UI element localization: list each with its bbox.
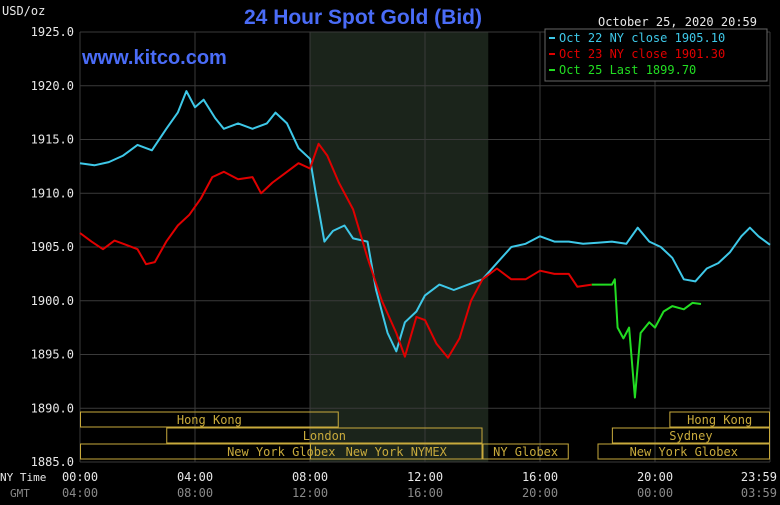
x-tick-label: 08:00 bbox=[292, 470, 328, 484]
y-tick-label: 1915.0 bbox=[31, 133, 74, 147]
session-box-outline bbox=[669, 411, 770, 428]
legend: Oct 22 NY close 1905.10 Oct 23 NY close … bbox=[544, 28, 768, 82]
session-box: Hong Kong bbox=[669, 411, 770, 428]
x-tick-label: 04:00 bbox=[177, 470, 213, 484]
website-watermark: www.kitco.com bbox=[81, 47, 227, 69]
x-tick-label: 20:00 bbox=[637, 470, 673, 484]
ny-time-row-label: NY Time bbox=[0, 471, 46, 484]
session-label: Sydney bbox=[669, 429, 712, 443]
x-gmt-tick-label: 03:59 bbox=[741, 486, 777, 500]
legend-item: Oct 22 NY close 1905.10 bbox=[559, 31, 725, 45]
session-box: New York Globex bbox=[597, 443, 770, 460]
y-tick-label: 1885.0 bbox=[31, 455, 74, 469]
session-boxes: Hong Kong London New York Globex New York N… bbox=[80, 411, 770, 460]
session-box-outline bbox=[310, 443, 483, 460]
y-tick-label: 1905.0 bbox=[31, 240, 74, 254]
x-gmt-tick-label: 04:00 bbox=[62, 486, 98, 500]
y-tick-label: 1910.0 bbox=[31, 186, 74, 200]
legend-box bbox=[544, 28, 768, 82]
session-box-outline bbox=[482, 443, 569, 460]
x-tick-label: 00:00 bbox=[62, 470, 98, 484]
session-box-outline bbox=[611, 427, 770, 444]
session-label: NY Globex bbox=[493, 445, 558, 459]
x-gmt-tick-label: 12:00 bbox=[292, 486, 328, 500]
session-label: New York NYMEX bbox=[346, 445, 448, 459]
session-label: London bbox=[303, 429, 346, 443]
y-tick-label: 1890.0 bbox=[31, 401, 74, 415]
session-label: Hong Kong bbox=[177, 413, 242, 427]
session-box-outline bbox=[80, 411, 339, 428]
session-box: NY Globex bbox=[482, 443, 569, 460]
series-lines bbox=[79, 90, 771, 399]
session-label: New York Globex bbox=[227, 445, 335, 459]
timestamp: October 25, 2020 20:59 bbox=[598, 15, 757, 29]
y-tick-label: 1925.0 bbox=[31, 25, 74, 39]
session-box: London bbox=[166, 427, 483, 444]
x-gmt-tick-label: 20:00 bbox=[522, 486, 558, 500]
y-tick-label: 1900.0 bbox=[31, 294, 74, 308]
gmt-row-label: GMT bbox=[10, 487, 30, 500]
x-tick-labels-ny: 00:00 04:00 08:00 12:00 16:00 20:00 23:59 bbox=[62, 470, 777, 484]
session-box: New York NYMEX bbox=[310, 443, 483, 460]
session-box-outline bbox=[166, 427, 483, 444]
units-label: USD/oz bbox=[2, 4, 45, 18]
session-label: Hong Kong bbox=[687, 413, 752, 427]
y-tick-labels: 1925.0 1920.0 1915.0 1910.0 1905.0 1900.0 1895… bbox=[31, 25, 74, 469]
session-box-outline bbox=[597, 443, 770, 460]
x-tick-label: 12:00 bbox=[407, 470, 443, 484]
session-box: Hong Kong bbox=[80, 411, 339, 428]
series-line bbox=[591, 278, 702, 399]
legend-item: Oct 25 Last 1899.70 bbox=[559, 63, 696, 77]
session-label: New York Globex bbox=[630, 445, 738, 459]
y-tick-label: 1895.0 bbox=[31, 348, 74, 362]
y-tick-label: 1920.0 bbox=[31, 79, 74, 93]
legend-item: Oct 23 NY close 1901.30 bbox=[559, 47, 725, 61]
x-tick-labels-gmt: 04:00 08:00 12:00 16:00 20:00 00:00 03:59 bbox=[62, 486, 777, 500]
series-line bbox=[79, 142, 592, 359]
session-box: Sydney bbox=[611, 427, 770, 444]
x-gmt-tick-label: 00:00 bbox=[637, 486, 673, 500]
series-line bbox=[79, 90, 771, 353]
x-gmt-tick-label: 08:00 bbox=[177, 486, 213, 500]
x-tick-label: 16:00 bbox=[522, 470, 558, 484]
x-tick-label: 23:59 bbox=[741, 470, 777, 484]
x-gmt-tick-label: 16:00 bbox=[407, 486, 443, 500]
chart-title: 24 Hour Spot Gold (Bid) bbox=[244, 6, 482, 29]
grid bbox=[79, 31, 771, 463]
